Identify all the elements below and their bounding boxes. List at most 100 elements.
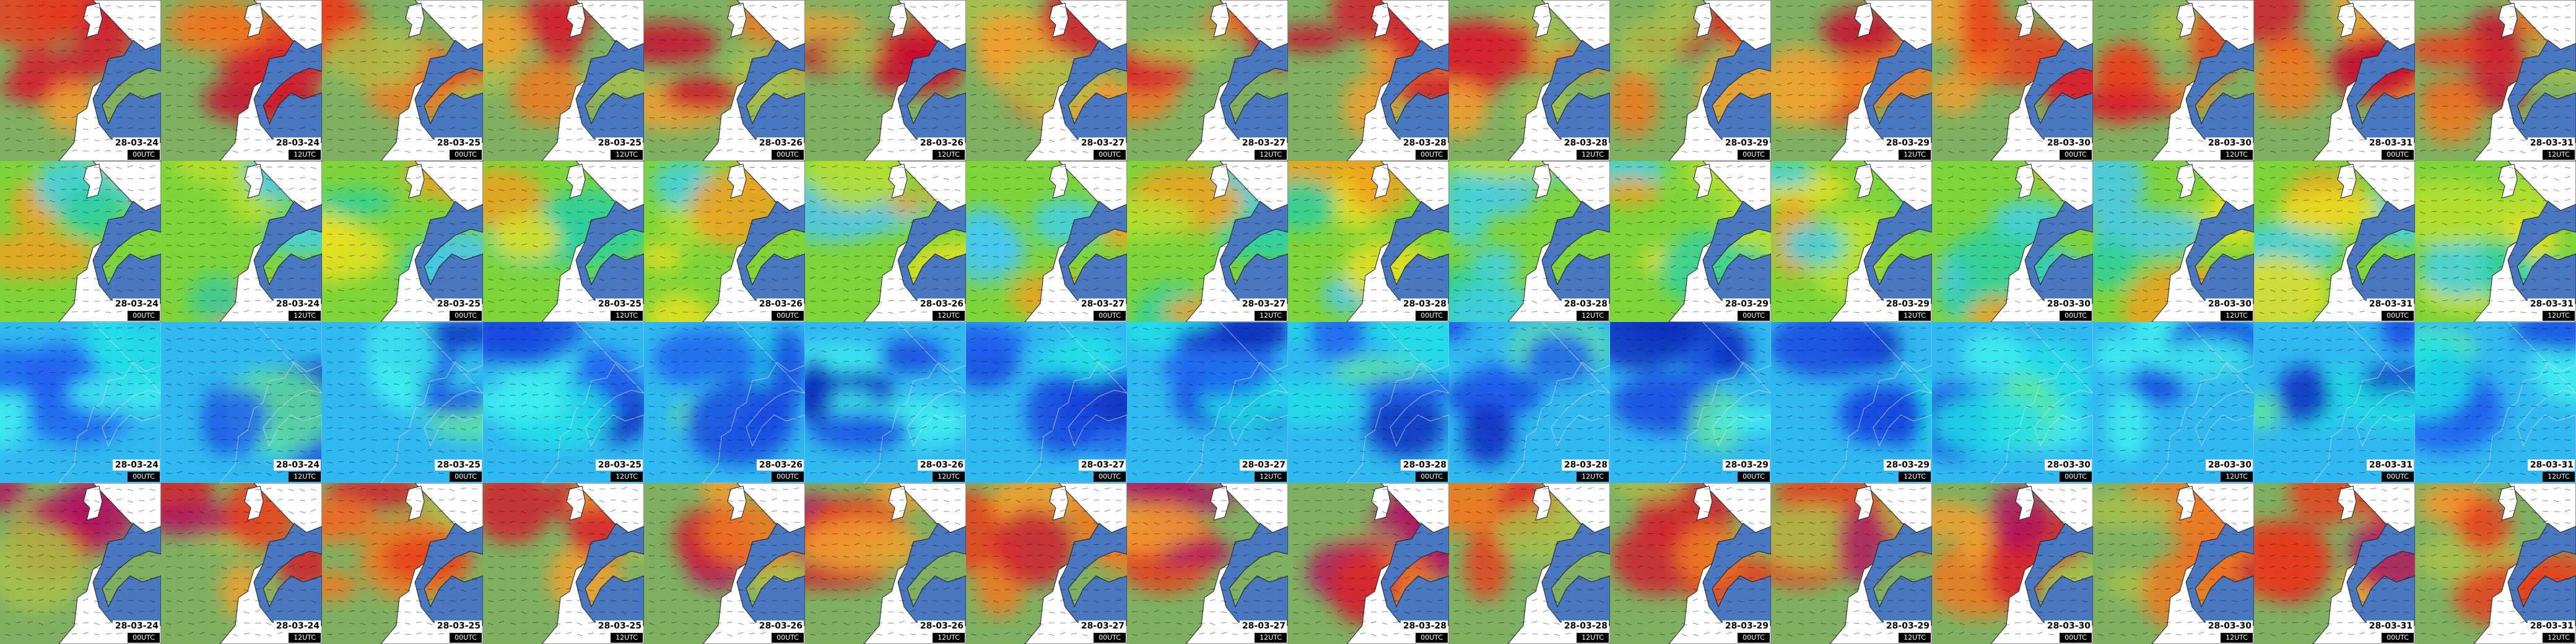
wind-arrow [1598,17,1604,19]
wind-arrow [970,50,977,53]
wind-arrow [165,311,172,315]
wind-arrow [1920,94,1926,96]
wind-arrow [899,49,905,51]
wind-arrow [1093,93,1099,96]
wind-arrow [693,300,699,303]
wind-arrow [577,266,583,268]
wind-arrow [1775,71,1782,74]
wind-arrow [94,59,100,63]
wind-arrow [1060,150,1066,152]
wind-arrow [1798,116,1804,118]
wind-arrow [993,189,999,192]
wind-arrow [2325,39,2331,41]
wind-arrow [981,178,988,181]
wind-arrow [943,243,949,246]
wind-arrow [243,288,250,290]
wind-arrow [1382,61,1388,63]
wind-arrow [1209,106,1216,108]
wind-arrow [176,139,183,141]
wind-arrow [1209,94,1216,96]
wind-arrow [1670,38,1676,40]
wind-arrow [610,210,616,212]
sea [1541,40,1610,143]
wind-arrow [682,221,688,224]
wind-arrow [1437,128,1443,131]
wind-arrow [2097,61,2104,63]
wind-arrow [71,84,77,86]
wind-arrow [1876,94,1882,96]
wind-arrow [693,245,699,248]
wind-arrow [1015,126,1021,129]
wind-arrow [2392,61,2399,63]
wind-arrow [188,211,194,214]
wind-arrow [1947,117,1954,120]
wind-arrow [1625,71,1632,74]
wind-arrow [2164,137,2170,141]
wind-arrow [543,311,550,313]
wind-arrow [288,128,294,131]
wind-arrow [2142,26,2148,29]
wind-arrow [1659,72,1665,74]
wind-arrow [2231,27,2237,29]
wind-arrow [371,4,377,7]
wind-arrow [981,221,988,224]
wind-arrow [1198,72,1204,76]
wind-arrow [1004,221,1010,224]
wind-arrow [876,289,882,292]
wind-arrow [255,115,261,118]
wind-arrow [1936,38,1943,40]
wind-arrow [1004,50,1010,51]
wind-arrow [738,138,744,141]
wind-arrow [210,72,216,74]
wind-arrow [1576,39,1582,41]
wind-arrow [1060,256,1066,258]
wind-arrow [38,48,44,51]
wind-arrow [2242,6,2248,9]
wind-arrow [199,167,205,170]
wind-arrow [1415,126,1421,129]
wind-arrow [1415,60,1421,63]
wind-arrow [2220,95,2226,97]
wind-arrow [188,165,194,168]
wind-arrow [715,189,721,192]
wind-arrow [1104,245,1110,247]
wind-arrow [382,189,388,192]
wind-arrow [188,106,194,107]
wind-arrow [1165,39,1171,41]
sea [1058,201,1127,304]
wind-arrow [1082,37,1088,40]
wind-arrow [993,266,999,268]
wind-arrow [427,254,433,257]
wind-arrow [404,84,411,85]
wind-arrow [15,150,22,152]
wind-arrow [427,210,433,212]
wind-arrow [2359,50,2365,53]
tile-time: 12UTC [938,150,960,159]
wind-arrow [1554,127,1560,129]
wind-arrow [1303,38,1310,40]
wind-arrow [1303,82,1310,85]
wind-arrow [1382,15,1388,18]
wind-arrow [266,128,272,129]
wind-arrow [1154,39,1160,41]
wind-arrow [199,188,205,190]
wind-arrow [532,245,538,248]
wind-arrow [2381,4,2387,7]
wind-arrow [610,266,617,268]
wind-arrow [404,105,411,107]
wind-arrow [993,256,999,258]
wind-arrow [1798,71,1804,74]
field-blob [1288,25,1344,52]
wind-arrow [2336,48,2343,51]
wind-arrow [49,233,55,235]
wind-arrow [899,128,905,129]
wind-arrow [1060,199,1066,201]
wind-arrow [60,233,66,236]
wind-arrow [266,149,272,152]
wind-arrow [116,311,122,313]
wind-arrow [1165,72,1172,74]
wind-arrow [887,150,894,153]
wind-arrow [460,245,466,248]
wind-arrow [1565,105,1572,107]
